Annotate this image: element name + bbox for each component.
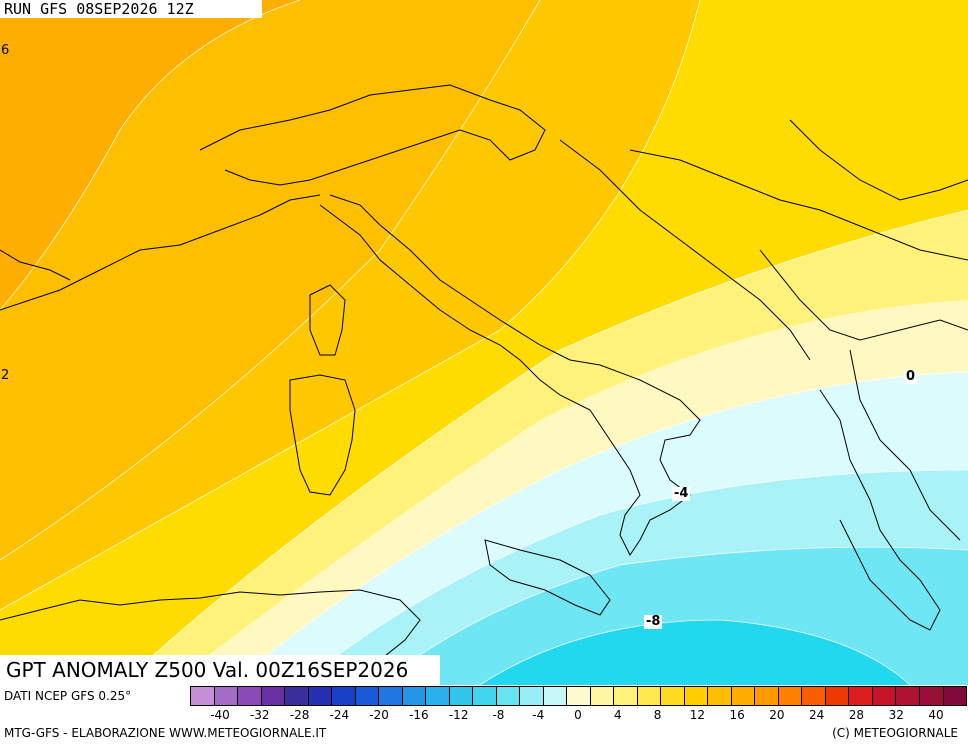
- legend-swatch: [589, 686, 615, 706]
- contour-label-minus4: -4: [672, 486, 691, 501]
- legend-swatch: [354, 686, 380, 706]
- spain-coast: [0, 249, 71, 281]
- edge-label-mid-left: 2: [1, 368, 10, 383]
- legend-swatch: [636, 686, 662, 706]
- legend-swatch: [331, 686, 356, 706]
- legend-tick-label: 28: [848, 708, 865, 722]
- legend-swatch: [848, 686, 873, 706]
- balkan-borders: [629, 119, 968, 541]
- anomaly-band-pos-6: [0, 0, 300, 310]
- africa-coast: [0, 589, 421, 661]
- legend-swatch: [613, 686, 638, 706]
- footer-credit: MTG-GFS - ELABORAZIONE WWW.METEOGIORNALE…: [4, 726, 327, 740]
- legend-swatch: [683, 686, 709, 706]
- legend-swatch: [260, 686, 286, 706]
- legend-swatch: [730, 686, 756, 706]
- legend-swatch: [495, 686, 521, 706]
- legend-swatch: [284, 686, 309, 706]
- legend-swatch: [942, 686, 968, 706]
- anomaly-band-neg-8: [480, 620, 910, 685]
- legend-tick-label: 12: [689, 708, 705, 722]
- legend-ticks: -40 -32 -28 -24 -20 -16 -12 -8 -4 0 4 8 12 16 20 24 28 32…: [190, 708, 966, 724]
- legend-swatch: [871, 686, 897, 706]
- legend-swatch: [542, 686, 568, 706]
- adriatic-east-coast: [559, 139, 811, 361]
- legend-swatch: [707, 686, 732, 706]
- legend-tick-label: 20: [769, 708, 785, 722]
- legend-swatch: [566, 686, 591, 706]
- legend-swatch: [918, 686, 944, 706]
- legend-swatch: [425, 686, 450, 706]
- legend-swatch: [237, 686, 262, 706]
- legend-tick-label: -40: [210, 708, 230, 722]
- legend-swatch: [472, 686, 497, 706]
- legend-swatch: [777, 686, 803, 706]
- legend-swatch: [801, 686, 826, 706]
- legend-tick-label: -24: [329, 708, 350, 722]
- legend-swatch: [824, 686, 850, 706]
- run-header: RUN GFS 08SEP2026 12Z: [0, 0, 262, 18]
- alps-border: [199, 84, 546, 186]
- legend-swatch: [213, 686, 239, 706]
- legend-tick-label: -20: [369, 708, 389, 722]
- corsica: [309, 284, 346, 356]
- legend-tick-label: -8: [492, 708, 505, 722]
- legend-tick-label: -16: [409, 708, 429, 722]
- sardinia: [289, 374, 356, 496]
- legend-tick-label: 4: [613, 708, 622, 722]
- contour-label-zero: 0: [904, 369, 918, 384]
- coastlines-and-borders: [0, 84, 968, 661]
- legend-swatch: [519, 686, 544, 706]
- france-coast: [0, 194, 321, 311]
- legend-swatch: [307, 686, 333, 706]
- legend-swatch: [895, 686, 920, 706]
- anomaly-map: [0, 0, 968, 685]
- legend-tick-label: -28: [289, 708, 310, 722]
- italy-outline: [319, 194, 701, 556]
- legend-colorbar: [190, 686, 968, 706]
- legend-swatch: [378, 686, 403, 706]
- legend-swatch: [190, 686, 215, 706]
- legend-tick-label: 32: [888, 708, 904, 722]
- legend-tick-label: -32: [249, 708, 270, 722]
- legend-swatch: [448, 686, 474, 706]
- sicily: [484, 539, 611, 616]
- contour-label-minus8: -8: [644, 614, 663, 629]
- legend-tick-label: -12: [448, 708, 469, 722]
- edge-label-top-left: 6: [1, 43, 10, 58]
- legend-tick-label: 16: [729, 708, 745, 722]
- legend-swatch: [754, 686, 779, 706]
- footer-copyright: (C) METEOGIORNALE: [832, 726, 958, 740]
- data-source: DATI NCEP GFS 0.25°: [4, 689, 132, 703]
- legend-tick-label: -4: [532, 708, 545, 722]
- legend-tick-label: 8: [653, 708, 662, 722]
- legend-tick-label: 40: [928, 708, 944, 722]
- greece-outline: [819, 389, 941, 631]
- legend-tick-label: 24: [809, 708, 825, 722]
- map-title: GPT ANOMALY Z500 Val. 00Z16SEP2026: [0, 655, 440, 685]
- contour-lines: [0, 0, 968, 685]
- legend-swatch: [660, 686, 685, 706]
- legend-swatch: [401, 686, 427, 706]
- legend-tick-label: 0: [574, 708, 582, 722]
